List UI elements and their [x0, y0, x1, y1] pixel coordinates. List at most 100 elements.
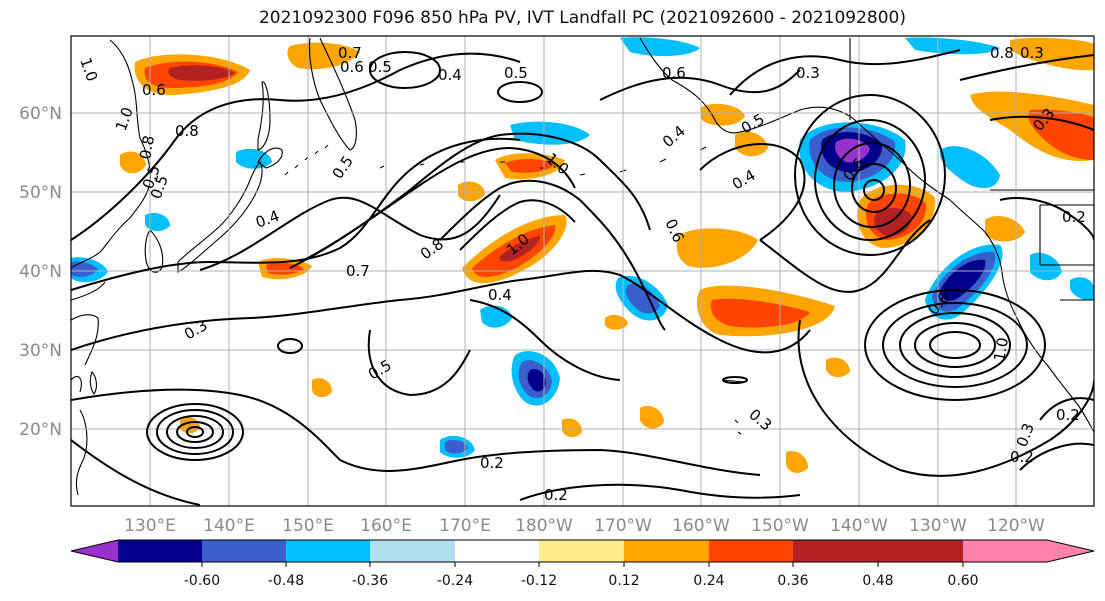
colorbar-segment [878, 540, 963, 562]
colorbar-tick-label: -0.36 [352, 573, 388, 589]
ivt-contour [851, 163, 897, 213]
pv-negative-anomaly [1030, 252, 1062, 281]
ivt-contour [199, 194, 501, 271]
pv-negative-anomaly [445, 440, 468, 454]
ivt-contour [989, 115, 1094, 131]
ivt-contour [1019, 442, 1094, 471]
border-lines [849, 38, 1094, 301]
pv-positive-anomaly [786, 450, 808, 473]
coastline-north-america [949, 199, 1094, 433]
pv-negative-anomaly [620, 37, 700, 57]
latitude-labels: 60°N 50°N 40°N 30°N 20°N [19, 104, 62, 440]
pv-positive-anomaly [1028, 109, 1094, 160]
contour-label: 0.3 [796, 64, 820, 82]
ivt-contour [814, 119, 926, 241]
pv-positive-anomaly [1010, 37, 1094, 71]
graticule [71, 36, 1094, 506]
ivt-contour [794, 94, 946, 256]
colorbar-segment [455, 540, 539, 562]
ivt-contour [369, 51, 441, 89]
contour-label: 0.7 [338, 44, 362, 62]
lat-label: 50°N [19, 183, 62, 203]
pv-positive-anomaly [168, 65, 235, 81]
contour-label: 0.8 [990, 44, 1014, 62]
lon-label: 130°W [909, 516, 967, 536]
contour-label: 0.2 [1056, 406, 1080, 424]
ivt-contour [599, 69, 801, 101]
ivt-contour [71, 52, 521, 241]
lat-label: 20°N [19, 420, 62, 440]
ivt-contour [699, 143, 806, 241]
contour-label: 0.8 [175, 122, 199, 140]
contour-label: 0.6 [142, 81, 166, 99]
coastline-sakhalin [257, 81, 271, 151]
lat-label: 40°N [19, 262, 62, 282]
contour-label: 0.5 [504, 64, 528, 82]
pv-positive-anomaly [676, 228, 758, 268]
contour-label: 0.8 [136, 134, 158, 161]
colorbar-tick-label: 0.60 [947, 573, 978, 589]
lon-label: 180°W [515, 516, 573, 536]
coastline-philippines [75, 409, 88, 496]
colorbar-extend-max [963, 540, 1094, 562]
contour-label: 0.3 [1020, 44, 1044, 62]
colorbar-tick-label: 0.12 [608, 573, 639, 589]
ivt-contour [469, 299, 621, 381]
ivt-contour [156, 409, 234, 455]
pv-negative-anomaly [939, 146, 1000, 189]
ivt-contour [71, 388, 761, 476]
colorbar-tick-label: 0.24 [693, 573, 724, 589]
coastline-kurils [284, 144, 329, 176]
colorbar-tick-label: -0.24 [437, 573, 473, 589]
ivt-contour [459, 199, 576, 251]
pv-positive-anomaly [312, 378, 332, 398]
contour-label: 0.6 [662, 64, 686, 82]
ivt-contour [277, 338, 303, 354]
lon-label: 120°W [987, 516, 1045, 536]
lon-label: 170°E [439, 516, 491, 536]
coastline-asia [71, 281, 106, 393]
colorbar-segment [286, 540, 370, 562]
ivt-contour [959, 54, 1094, 81]
pv-positive-anomaly [700, 103, 745, 126]
map-frame [70, 35, 1095, 507]
ivt-contour [367, 329, 471, 397]
ivt-contour [759, 219, 931, 293]
colorbar-tick-label: -0.48 [268, 573, 304, 589]
lon-label: 160°E [360, 516, 412, 536]
pv-negative-anomaly [236, 148, 272, 169]
contour-label: 0.7 [346, 262, 370, 280]
ivt-contour [299, 146, 576, 263]
lon-label: 140°E [203, 516, 255, 536]
lat-label: 60°N [19, 104, 62, 124]
ivt-contour [166, 415, 224, 449]
lon-label: 150°E [282, 516, 334, 536]
ivt-contour [929, 331, 981, 359]
pv-positive-anomaly [605, 314, 628, 330]
ivt-contour [914, 322, 996, 368]
pv-positive-anomaly [710, 298, 810, 328]
ivt-contour [176, 421, 214, 443]
contour-label: 0.4 [488, 286, 512, 304]
ivt-contours [71, 49, 1094, 506]
contour-label: 0.5 [368, 58, 392, 76]
coastline-taiwan [89, 370, 97, 395]
lon-label: 160°W [672, 516, 730, 536]
colorbar-ticks [201, 562, 964, 567]
ivt-contour [186, 426, 204, 438]
colorbar-tick-label: -0.12 [521, 573, 557, 589]
ivt-contour [146, 403, 244, 461]
ivt-contour [71, 269, 811, 354]
pv-positive-anomaly [287, 42, 360, 70]
coastline-japan [177, 161, 263, 273]
pv-positive-anomaly [499, 236, 540, 262]
pv-positive-anomaly [120, 151, 146, 174]
contour-label: 0.4 [438, 66, 462, 84]
pv-negative-anomaly [527, 368, 546, 392]
pv-negative-anomaly [145, 213, 170, 232]
lon-label: 170°W [594, 516, 652, 536]
ivt-contour [439, 179, 666, 331]
contour-label: 0.2 [1062, 208, 1086, 226]
lon-label: 150°W [751, 516, 809, 536]
